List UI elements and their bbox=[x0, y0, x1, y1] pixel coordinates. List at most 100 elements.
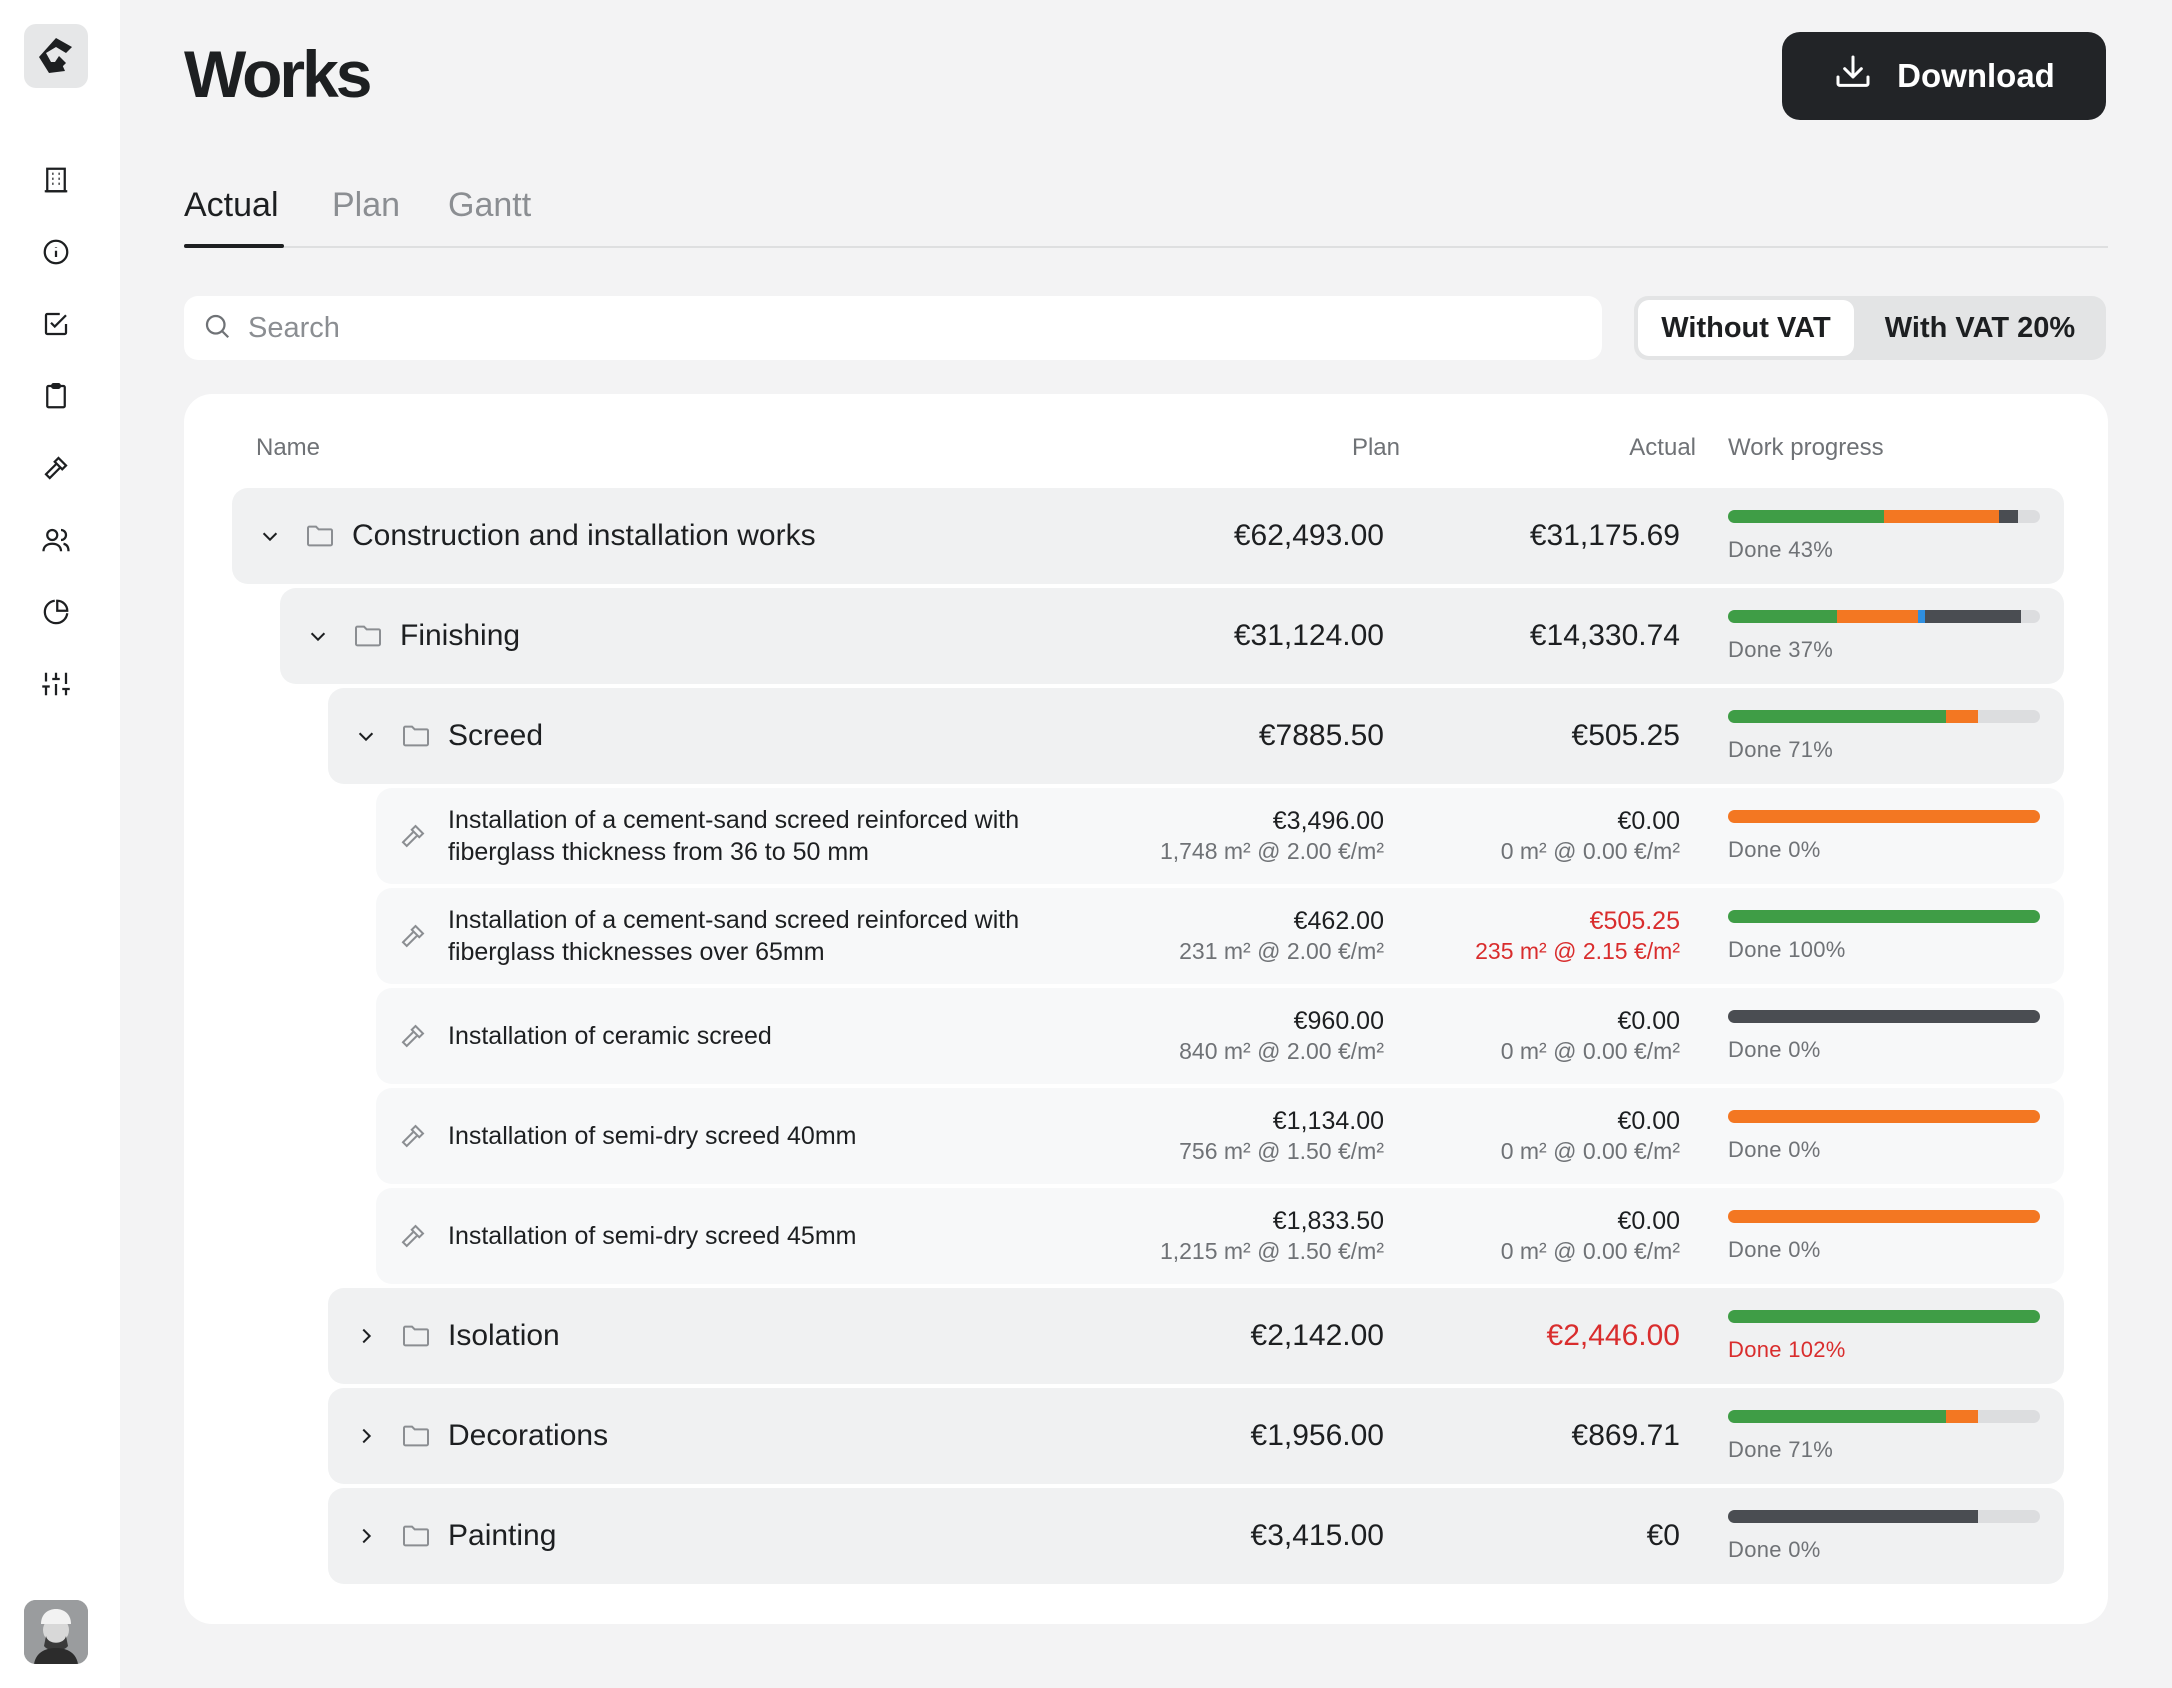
row-name: Installation of a cement-sand screed rei… bbox=[448, 806, 1020, 866]
progress-cell: Done 71% bbox=[1728, 1410, 2040, 1463]
progress-cell: Done 43% bbox=[1728, 510, 2040, 563]
building-icon[interactable] bbox=[36, 160, 76, 200]
progress-segment bbox=[1728, 1410, 1947, 1423]
row-name: Construction and installation works bbox=[352, 519, 816, 552]
progress-segment bbox=[1728, 1210, 2040, 1223]
progress-cell: Done 0% bbox=[1728, 1510, 2040, 1563]
avatar[interactable] bbox=[24, 1600, 88, 1664]
download-button[interactable]: Download bbox=[1782, 32, 2106, 120]
table-row[interactable]: Isolation €2,142.00 €2,446.00 Done 102% bbox=[328, 1288, 2064, 1384]
chevron-right-icon[interactable] bbox=[352, 1288, 380, 1384]
folder-icon bbox=[400, 1388, 432, 1484]
hammer-icon bbox=[398, 988, 428, 1084]
row-actual: €0.00 0 m² @ 0.00 €/m² bbox=[1500, 807, 1680, 864]
row-actual: €31,175.69 bbox=[1529, 519, 1680, 552]
progress-segment bbox=[1728, 910, 2040, 923]
folder-icon bbox=[304, 488, 336, 584]
search-input[interactable] bbox=[248, 311, 1548, 345]
table-row[interactable]: Installation of ceramic screed €960.00 84… bbox=[376, 988, 2064, 1084]
progress-label: Done 71% bbox=[1728, 1437, 1834, 1462]
row-plan: €3,415.00 bbox=[1250, 1519, 1384, 1552]
chevron-right-icon[interactable] bbox=[352, 1388, 380, 1484]
progress-label: Done 0% bbox=[1728, 1037, 1821, 1062]
search-icon bbox=[202, 311, 232, 346]
hammer-icon bbox=[398, 788, 428, 884]
row-actual: €14,330.74 bbox=[1529, 619, 1680, 652]
info-icon[interactable] bbox=[36, 232, 76, 272]
progress-label: Done 100% bbox=[1728, 937, 1846, 962]
chevron-down-icon[interactable] bbox=[304, 588, 332, 684]
row-name: Painting bbox=[448, 1519, 557, 1552]
row-plan: €7885.50 bbox=[1258, 719, 1384, 752]
row-plan: €1,134.00 756 m² @ 1.50 €/m² bbox=[1179, 1107, 1384, 1164]
sidebar bbox=[0, 0, 120, 1688]
table-row[interactable]: Screed €7885.50 €505.25 Done 71% bbox=[328, 688, 2064, 784]
table-row[interactable]: Installation of semi-dry screed 40mm €1,… bbox=[376, 1088, 2064, 1184]
row-actual: €2,446.00 bbox=[1546, 1319, 1680, 1352]
row-name: Installation of semi-dry screed 40mm bbox=[448, 1122, 857, 1150]
table-row[interactable]: Decorations €1,956.00 €869.71 Done 71% bbox=[328, 1388, 2064, 1484]
without-vat-option[interactable]: Without VAT bbox=[1638, 300, 1854, 356]
row-actual: €505.25 bbox=[1571, 719, 1680, 752]
progress-segment bbox=[1728, 610, 1838, 623]
table-row[interactable]: Installation of a cement-sand screed rei… bbox=[376, 788, 2064, 884]
table-row[interactable]: Painting €3,415.00 €0 Done 0% bbox=[328, 1488, 2064, 1584]
clipboard-icon[interactable] bbox=[36, 376, 76, 416]
tab-actual[interactable]: Actual bbox=[184, 186, 279, 224]
tab-gantt[interactable]: Gantt bbox=[448, 186, 532, 224]
progress-segment bbox=[1837, 610, 1919, 623]
active-tab-indicator bbox=[184, 244, 284, 248]
progress-bar bbox=[1728, 910, 2040, 923]
folder-icon bbox=[400, 1288, 432, 1384]
row-plan: €462.00 231 m² @ 2.00 €/m² bbox=[1179, 907, 1384, 964]
column-header-plan: Plan bbox=[1351, 434, 1400, 461]
app-logo[interactable] bbox=[24, 24, 88, 88]
table-row[interactable]: Finishing €31,124.00 €14,330.74 Done 37% bbox=[280, 588, 2064, 684]
progress-bar bbox=[1728, 1510, 2040, 1523]
progress-segment bbox=[1999, 510, 2019, 523]
users-icon[interactable] bbox=[36, 520, 76, 560]
column-header-progress: Work progress bbox=[1728, 434, 1884, 461]
progress-cell: Done 0% bbox=[1728, 1210, 2040, 1263]
row-plan: €3,496.00 1,748 m² @ 2.00 €/m² bbox=[1159, 807, 1384, 864]
table-row[interactable]: Installation of semi-dry screed 45mm €1,… bbox=[376, 1188, 2064, 1284]
hammer-icon bbox=[398, 1088, 428, 1184]
folder-icon bbox=[400, 688, 432, 784]
progress-label: Done 43% bbox=[1728, 537, 1834, 562]
table-row[interactable]: Construction and installation works €62,… bbox=[232, 488, 2064, 584]
progress-segment bbox=[1946, 710, 1978, 723]
pie-chart-icon[interactable] bbox=[36, 592, 76, 632]
chevron-down-icon[interactable] bbox=[256, 488, 284, 584]
table-row[interactable]: Installation of a cement-sand screed rei… bbox=[376, 888, 2064, 984]
chevron-down-icon[interactable] bbox=[352, 688, 380, 784]
progress-cell: Done 100% bbox=[1728, 910, 2040, 963]
sliders-icon[interactable] bbox=[36, 664, 76, 704]
progress-label: Done 37% bbox=[1728, 637, 1834, 662]
row-plan: €62,493.00 bbox=[1233, 519, 1384, 552]
folder-icon bbox=[352, 588, 384, 684]
progress-cell: Done 0% bbox=[1728, 810, 2040, 863]
progress-segment bbox=[1918, 610, 1925, 623]
download-label: Download bbox=[1897, 57, 2055, 94]
column-header-name: Name bbox=[256, 434, 321, 461]
progress-bar bbox=[1728, 1310, 2040, 1323]
vat-toggle: Without VAT With VAT 20% bbox=[1634, 296, 2106, 360]
progress-cell: Done 0% bbox=[1728, 1110, 2040, 1163]
progress-segment bbox=[1728, 1310, 2040, 1323]
chevron-right-icon[interactable] bbox=[352, 1488, 380, 1584]
checkbox-icon[interactable] bbox=[36, 304, 76, 344]
progress-segment bbox=[1728, 1510, 1978, 1523]
progress-label: Done 0% bbox=[1728, 1237, 1821, 1262]
hammer-icon bbox=[398, 1188, 428, 1284]
progress-segment bbox=[1728, 1110, 2040, 1123]
progress-label: Done 71% bbox=[1728, 737, 1834, 762]
hammer-icon[interactable] bbox=[36, 448, 76, 488]
folder-icon bbox=[400, 1488, 432, 1584]
tab-plan[interactable]: Plan bbox=[332, 186, 401, 224]
progress-bar bbox=[1728, 1410, 2040, 1423]
search-box[interactable] bbox=[184, 296, 1602, 360]
progress-label: Done 0% bbox=[1728, 837, 1821, 862]
with-vat-option[interactable]: With VAT 20% bbox=[1884, 311, 2076, 344]
row-actual: €869.71 bbox=[1571, 1419, 1680, 1452]
row-actual: €0.00 0 m² @ 0.00 €/m² bbox=[1500, 1007, 1680, 1064]
